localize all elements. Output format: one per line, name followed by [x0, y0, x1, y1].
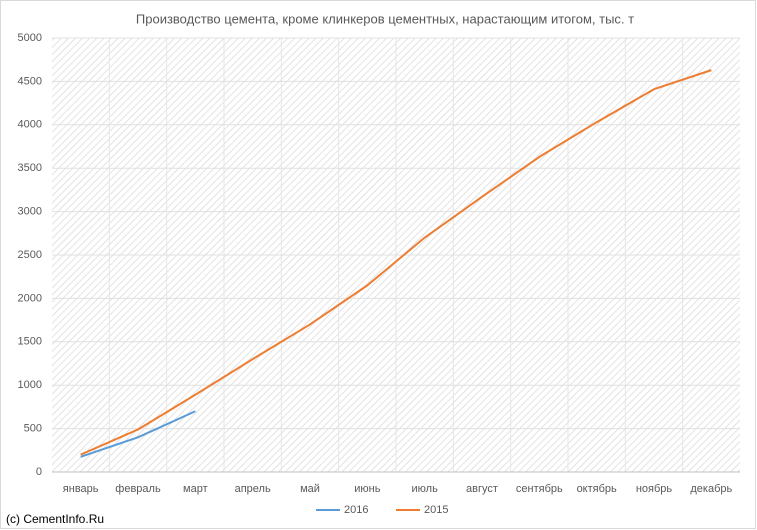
y-tick-label: 1000 [18, 379, 42, 391]
legend-label: 2016 [344, 504, 368, 516]
y-tick-label: 4500 [18, 75, 42, 87]
y-tick-label: 3000 [18, 206, 42, 218]
x-tick-label: ноябрь [636, 483, 673, 495]
x-tick-label: июль [412, 483, 439, 495]
x-tick-label: май [300, 483, 320, 495]
y-tick-label: 4000 [18, 119, 42, 131]
y-tick-label: 5000 [18, 32, 42, 44]
x-tick-label: январь [63, 483, 99, 495]
x-tick-label: декабрь [690, 483, 732, 495]
source: (c) CementInfo.Ru [6, 512, 104, 526]
legend-label: 2015 [424, 504, 448, 516]
x-tick-label: март [183, 483, 208, 495]
series-line [80, 410, 196, 458]
y-tick-label: 1500 [18, 336, 42, 348]
y-tick-label: 500 [24, 423, 42, 435]
y-tick-label: 0 [36, 466, 42, 478]
series-line [80, 69, 712, 456]
x-tick-label: август [466, 483, 498, 495]
y-tick-label: 3500 [18, 162, 42, 174]
x-tick-label: октябрь [577, 483, 617, 495]
x-tick-label: июнь [354, 483, 380, 495]
x-tick-label: февраль [115, 483, 161, 495]
y-tick-label: 2500 [18, 249, 42, 261]
x-tick-label: сентябрь [516, 483, 563, 495]
chart-title: Производство цемента, кроме клинкеров це… [136, 11, 634, 26]
y-tick-label: 2000 [18, 292, 42, 304]
x-tick-label: апрель [235, 483, 271, 495]
